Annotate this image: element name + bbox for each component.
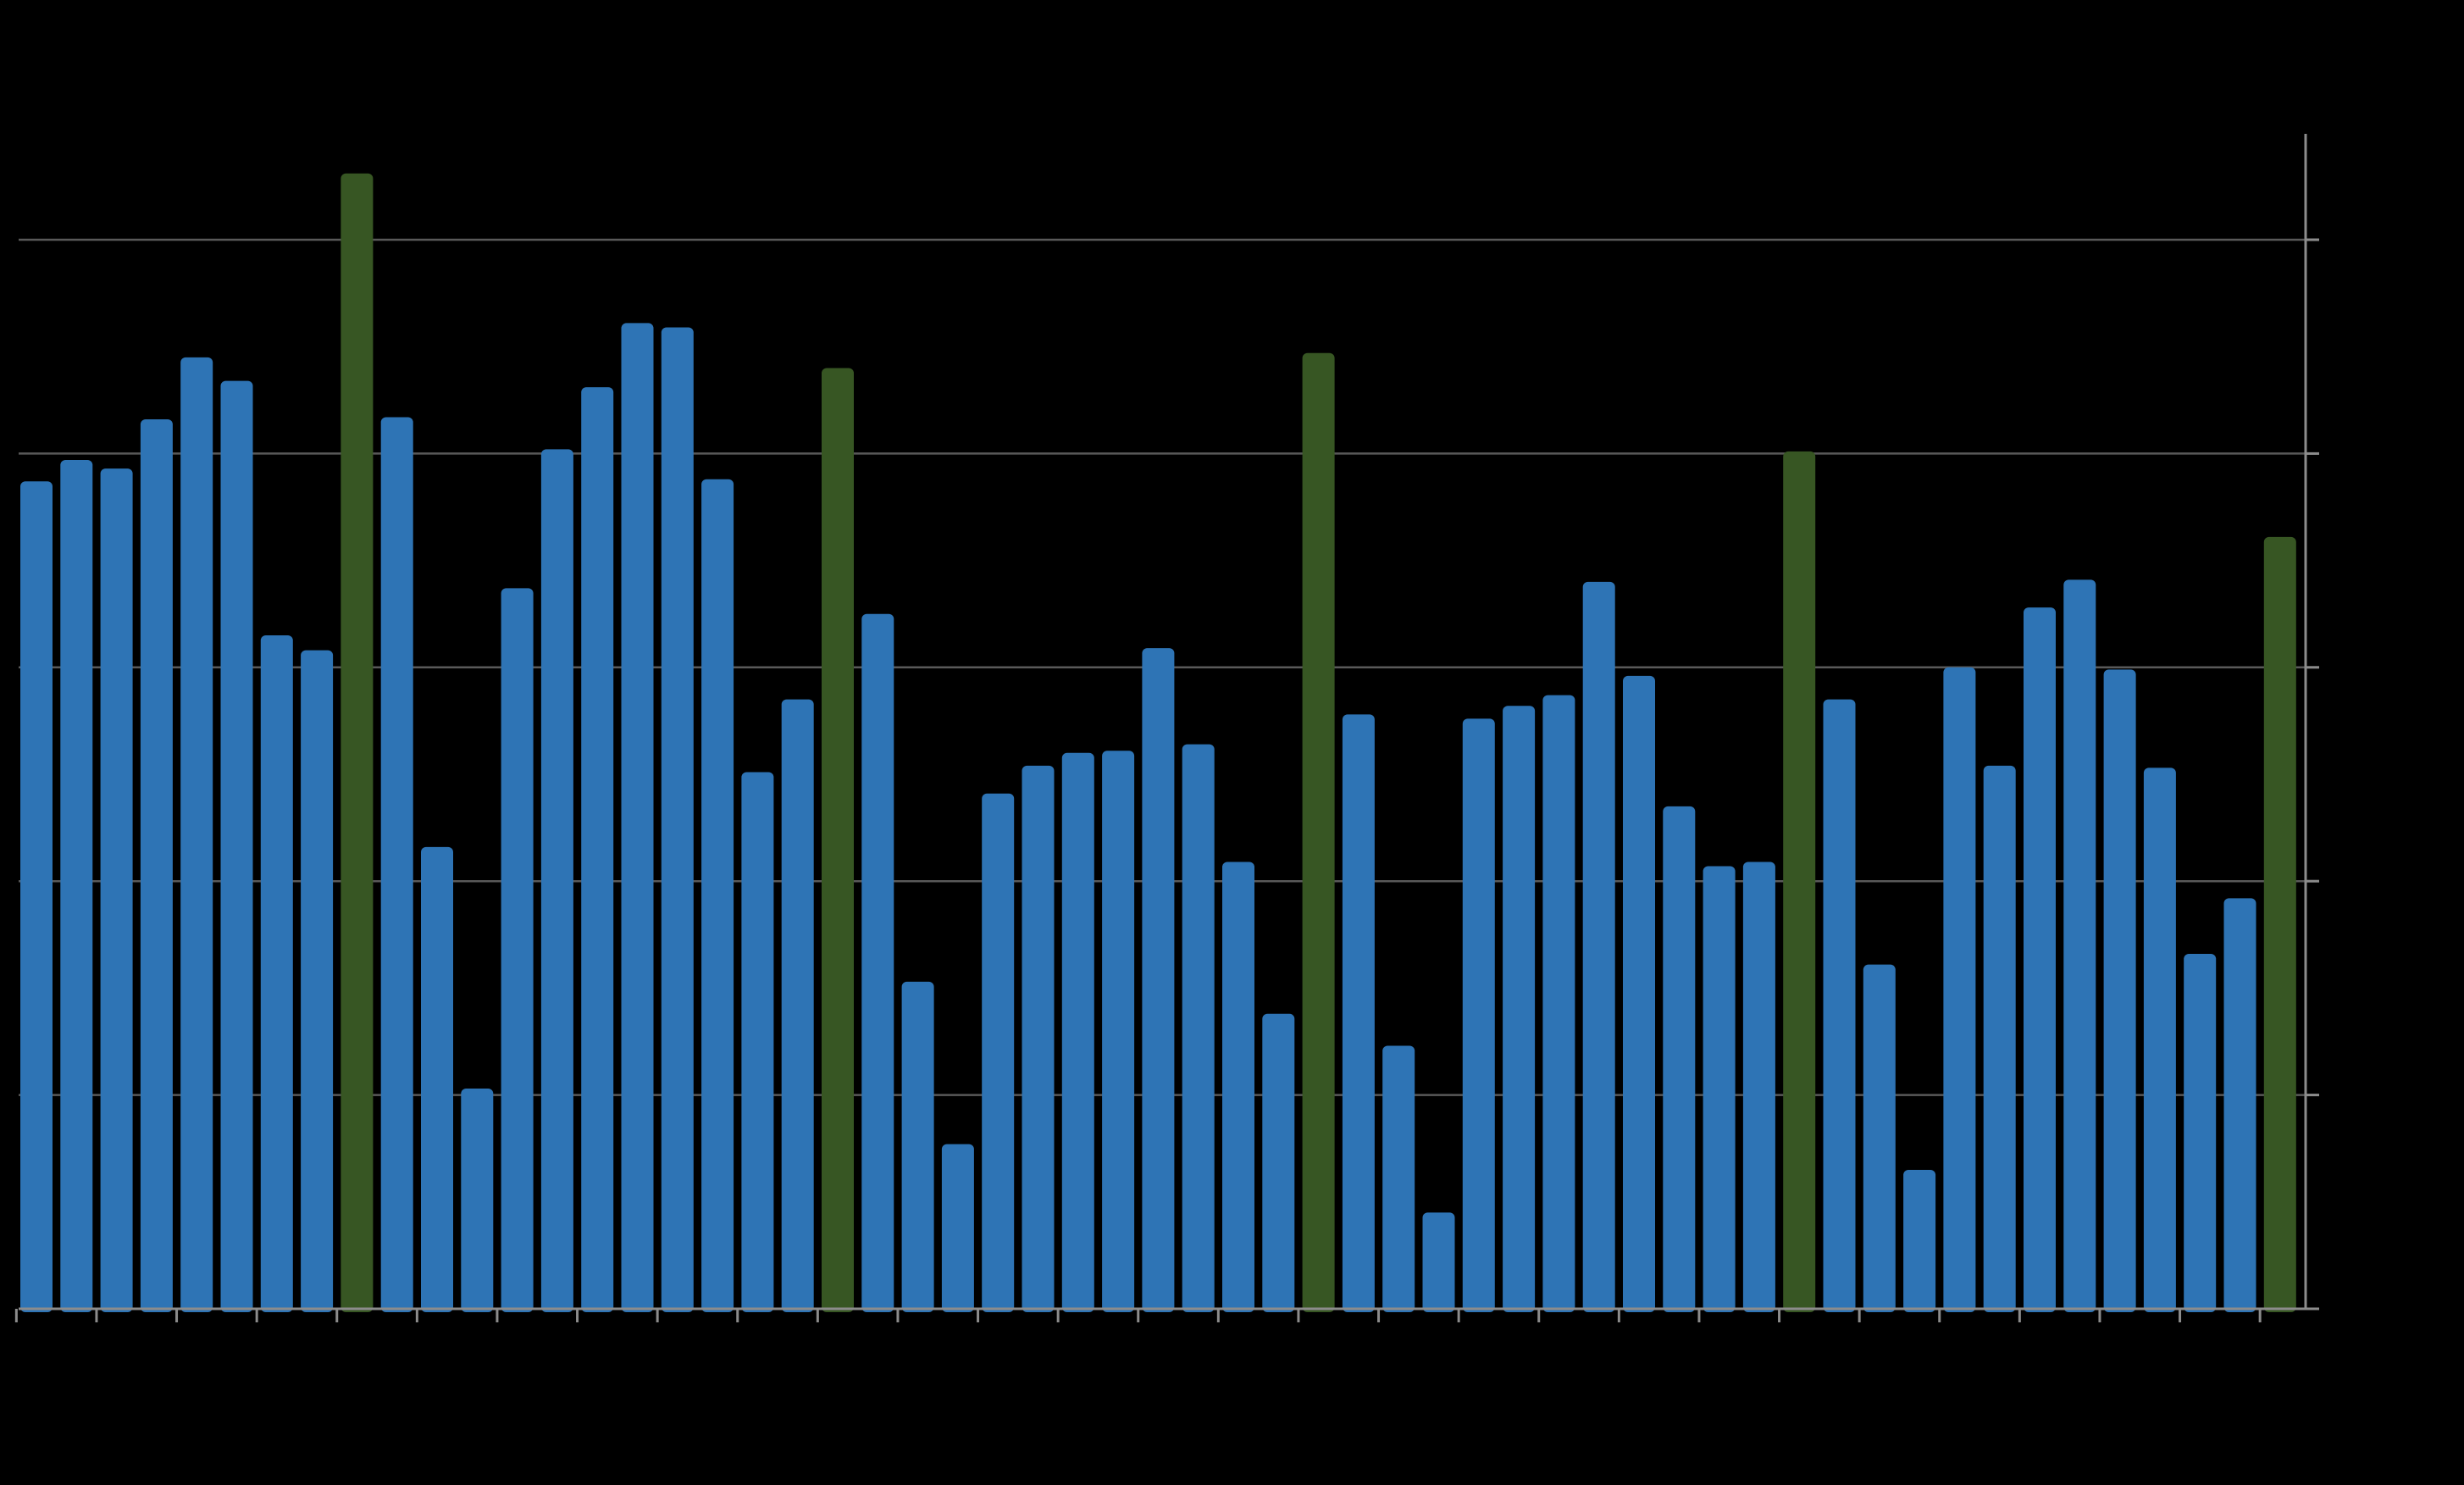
bar [1102,751,1135,1312]
bar [380,417,413,1313]
bar [461,1089,494,1312]
bar [2024,607,2056,1312]
bar [180,357,213,1312]
bar [621,323,654,1312]
axes [14,134,2319,1322]
bar [1462,718,1495,1312]
bar-highlight [822,368,854,1313]
bar [60,459,93,1312]
bar-highlight [1783,451,1816,1312]
bar [581,387,614,1312]
bar [421,846,453,1312]
bar [741,772,774,1312]
bar [861,613,894,1312]
bar-highlight [1302,352,1335,1313]
bar [1022,765,1055,1312]
bar [501,588,534,1312]
bar [701,479,734,1312]
bar [1703,866,1736,1312]
bar [2063,579,2096,1312]
bar [1903,1169,1936,1312]
bar [1623,675,1655,1312]
bar-highlight [341,173,374,1313]
bar [2184,954,2217,1312]
bar [140,419,173,1312]
bar [2223,898,2256,1312]
bar [1663,806,1696,1312]
bar [1582,581,1615,1312]
bar [1061,752,1094,1312]
bar [1503,706,1536,1312]
bar [220,380,253,1313]
bar [941,1144,974,1312]
bar [540,449,573,1312]
bars [20,173,2296,1313]
bar [982,793,1015,1312]
bar [1142,648,1175,1312]
bar [1823,699,1856,1312]
bar [1382,1045,1415,1312]
bar [260,634,293,1312]
bar [661,327,694,1312]
bar [2143,767,2176,1312]
bar [1262,1013,1295,1312]
bar [1542,695,1575,1312]
bar [901,981,934,1312]
bar [1943,667,1976,1312]
bar [1742,862,1775,1312]
bar [1422,1212,1455,1312]
bar [1863,964,1896,1312]
bar [781,699,814,1312]
bar [301,650,334,1312]
bar [1222,862,1254,1312]
bar [100,468,133,1312]
bar [1182,744,1215,1312]
bar [20,481,53,1312]
bar [1983,765,2016,1312]
bar [2103,669,2136,1312]
bar-highlight [2263,536,2296,1312]
bar [1342,714,1375,1312]
